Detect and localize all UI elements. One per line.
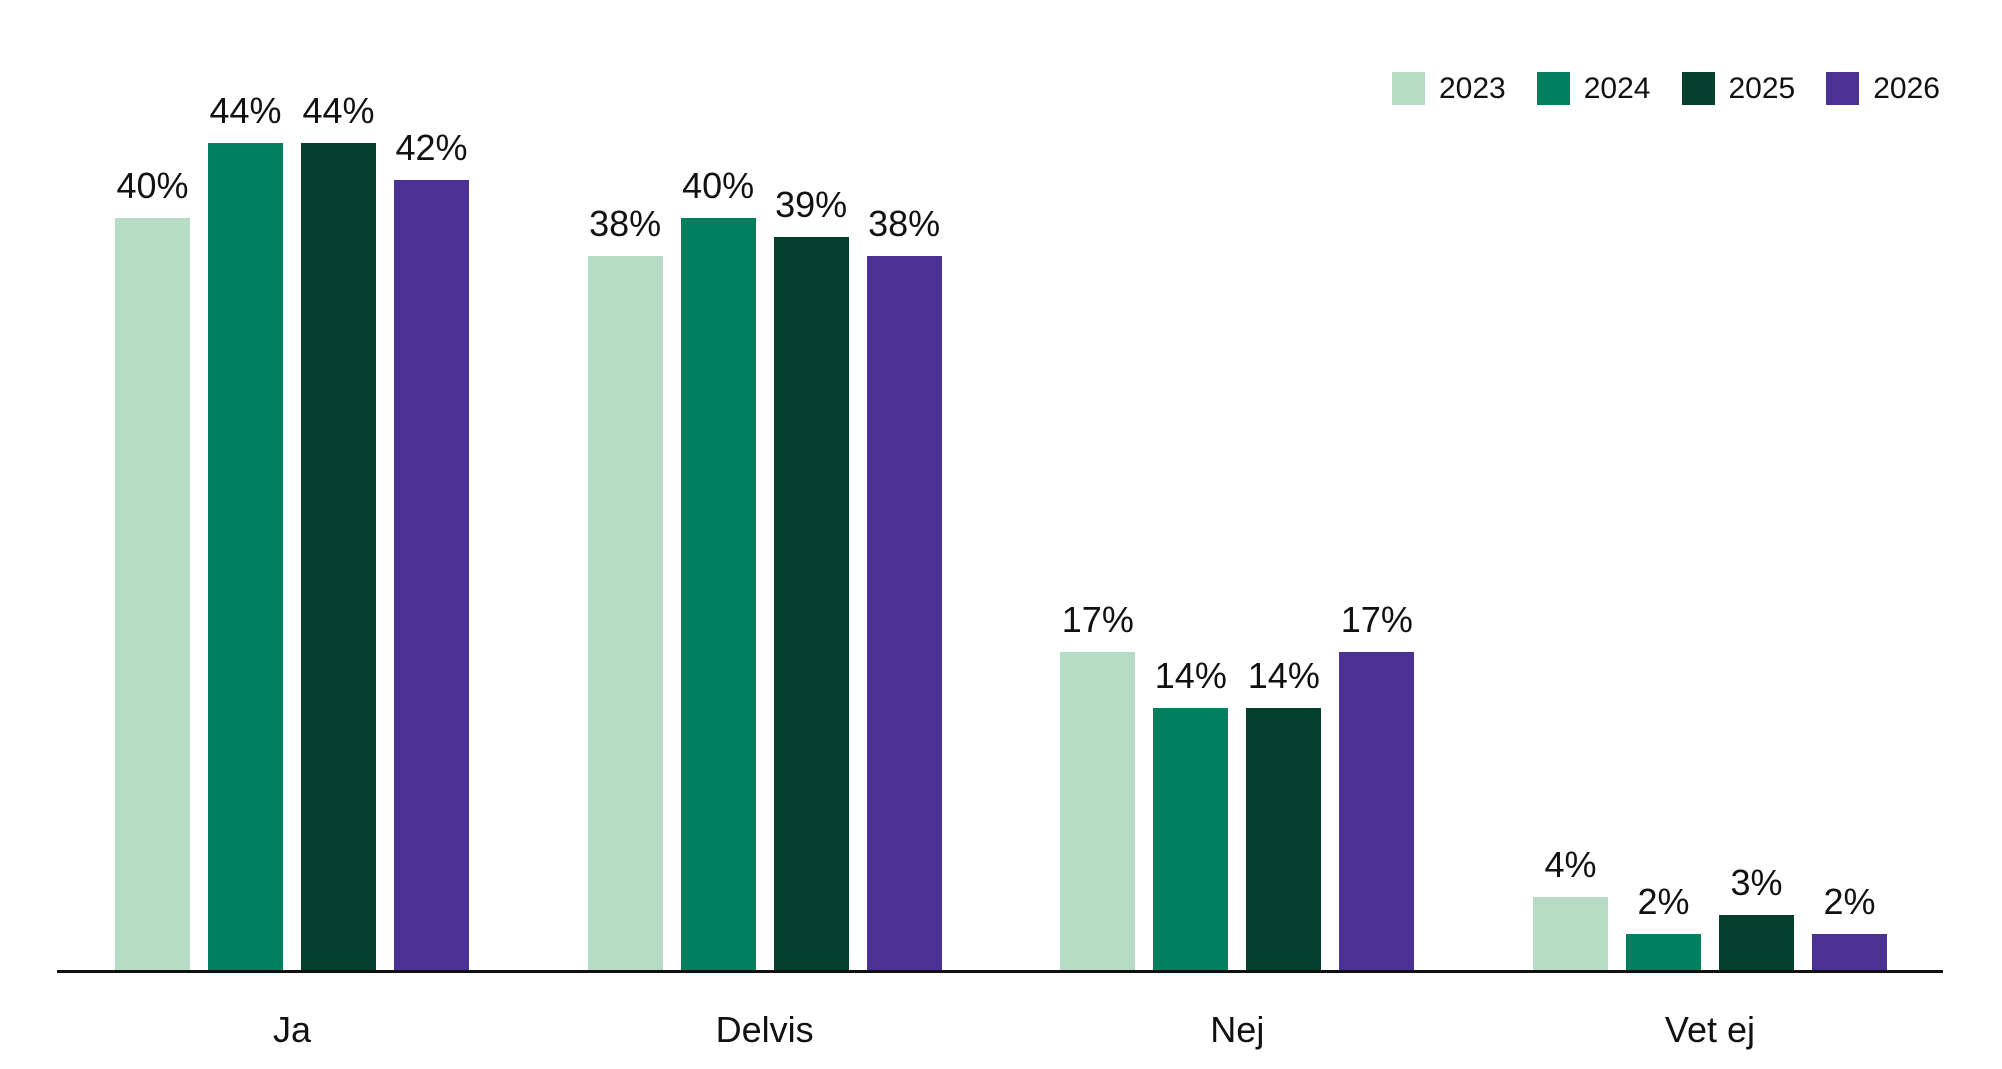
bar-unit-2024-nej: 14% — [1153, 655, 1229, 972]
bar-group-delvis: 38% 40% 39% 38% — [587, 165, 942, 972]
legend-swatch-2026 — [1826, 72, 1860, 105]
legend-item-2026: 2026 — [1826, 72, 1940, 105]
bar-2023-delvis — [587, 256, 663, 972]
bar-value-label: 2% — [1823, 881, 1876, 922]
bar-2025-nej — [1246, 708, 1322, 972]
category-label-delvis: Delvis — [715, 1009, 814, 1050]
bar-value-label: 42% — [395, 127, 468, 168]
bar-value-label: 38% — [868, 203, 941, 244]
bar-unit-2023-delvis: 38% — [587, 203, 663, 972]
bar-value-label: 3% — [1730, 862, 1783, 903]
bar-value-label: 14% — [1247, 655, 1320, 696]
plot-area: 40% 44% 44% 42% 38% 40% 39% 38% 17% 14% 14% 17% 4% 2%… — [115, 86, 1887, 972]
bar-unit-2023-vet-ej: 4% — [1532, 844, 1608, 972]
bar-2025-vet-ej — [1718, 915, 1794, 972]
bar-2024-nej — [1153, 708, 1229, 972]
category-label-ja: Ja — [272, 1009, 312, 1050]
bar-unit-2024-vet-ej: 2% — [1625, 881, 1701, 972]
chart-legend: 2023 2024 2025 2026 — [1392, 72, 1940, 105]
bar-value-label: 44% — [302, 90, 375, 131]
bar-unit-2024-ja: 44% — [208, 93, 283, 972]
legend-label-2023: 2023 — [1439, 71, 1506, 105]
legend-swatch-2023 — [1392, 72, 1425, 105]
x-axis-line — [57, 970, 1943, 973]
bar-value-label: 38% — [589, 203, 662, 244]
x-axis-labels: Ja Delvis Nej Vet ej — [115, 1010, 1887, 1050]
bar-2024-vet-ej — [1625, 934, 1701, 972]
bar-2024-ja — [208, 143, 283, 972]
bar-unit-2026-vet-ej: 2% — [1811, 881, 1887, 972]
legend-swatch-2024 — [1536, 72, 1570, 105]
category-label-vet-ej: Vet ej — [1664, 1009, 1755, 1050]
bar-2025-delvis — [773, 237, 849, 972]
bar-value-label: 17% — [1340, 599, 1413, 640]
bar-unit-2023-nej: 17% — [1060, 599, 1136, 972]
legend-item-2023: 2023 — [1392, 72, 1506, 105]
bar-value-label: 44% — [209, 90, 282, 131]
bar-value-label: 4% — [1544, 844, 1597, 885]
bar-value-label: 40% — [682, 165, 755, 206]
bar-unit-2023-ja: 40% — [115, 168, 190, 972]
bar-value-label: 14% — [1154, 655, 1227, 696]
bar-2023-vet-ej — [1532, 897, 1608, 972]
legend-label-2026: 2026 — [1873, 71, 1940, 105]
legend-swatch-2025 — [1681, 72, 1715, 105]
bar-group-ja: 40% 44% 44% 42% — [115, 93, 469, 972]
bar-2026-ja — [394, 180, 469, 972]
bar-2026-vet-ej — [1811, 934, 1887, 972]
bar-unit-2025-ja: 44% — [301, 93, 376, 972]
bar-group-nej: 17% 14% 14% 17% — [1060, 599, 1415, 972]
bar-value-label: 2% — [1637, 881, 1690, 922]
bar-unit-2025-vet-ej: 3% — [1718, 862, 1794, 972]
legend-label-2024: 2024 — [1583, 71, 1651, 105]
bar-unit-2025-nej: 14% — [1246, 655, 1322, 972]
legend-item-2025: 2025 — [1681, 71, 1796, 105]
bar-value-label: 17% — [1061, 599, 1134, 640]
legend-item-2024: 2024 — [1536, 71, 1651, 105]
bar-2026-nej — [1339, 652, 1415, 972]
bar-2026-delvis — [866, 256, 942, 972]
bar-unit-2025-delvis: 39% — [773, 184, 849, 972]
bar-2023-ja — [115, 218, 190, 972]
bar-unit-2026-nej: 17% — [1339, 599, 1415, 972]
bar-unit-2026-ja: 42% — [394, 130, 469, 972]
bar-2024-delvis — [680, 218, 756, 972]
bar-value-label: 40% — [116, 165, 189, 206]
bar-value-label: 39% — [775, 184, 848, 225]
bar-2025-ja — [301, 143, 376, 972]
bar-unit-2024-delvis: 40% — [680, 165, 756, 972]
bar-unit-2026-delvis: 38% — [866, 203, 942, 972]
legend-label-2025: 2025 — [1728, 71, 1796, 105]
category-label-nej: Nej — [1210, 1009, 1265, 1050]
bar-2023-nej — [1060, 652, 1136, 972]
bar-group-vet-ej: 4% 2% 3% 2% — [1532, 844, 1887, 972]
